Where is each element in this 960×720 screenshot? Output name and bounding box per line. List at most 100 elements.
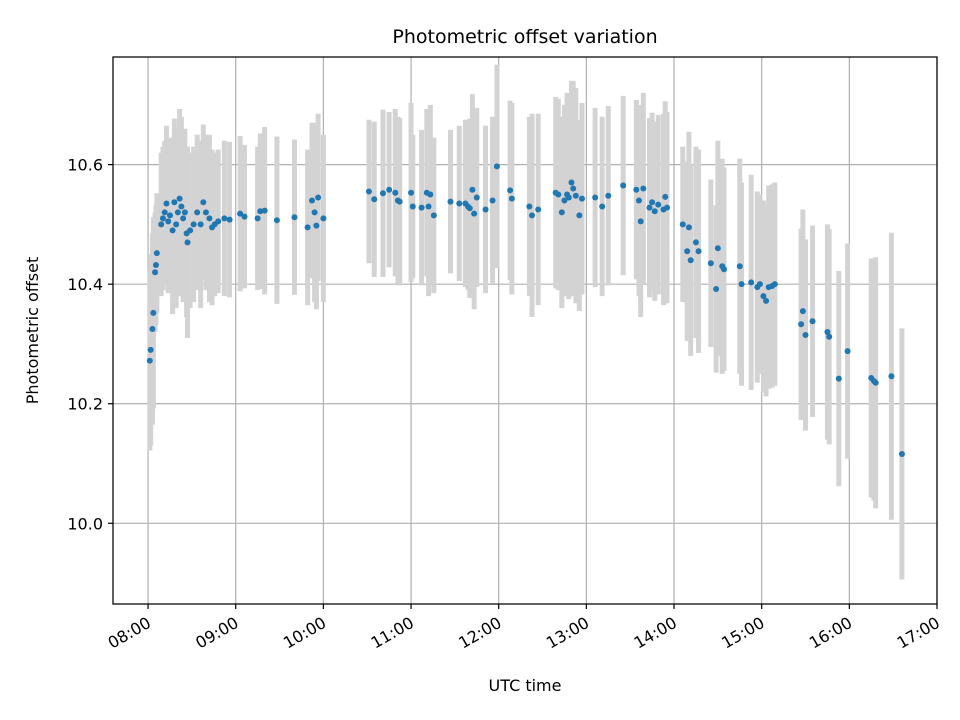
data-point <box>190 221 197 228</box>
data-point <box>308 197 315 204</box>
data-point <box>273 217 280 224</box>
data-point <box>687 257 694 264</box>
data-point <box>165 218 172 225</box>
data-point <box>473 194 480 201</box>
x-tick-label: 14:00 <box>631 613 680 653</box>
data-point <box>714 245 721 252</box>
data-point <box>194 209 201 216</box>
data-point <box>824 328 831 335</box>
data-point <box>640 185 647 192</box>
data-point <box>799 308 806 315</box>
data-point <box>844 348 851 355</box>
data-point <box>257 208 264 215</box>
data-point <box>555 191 562 198</box>
data-point <box>425 203 432 210</box>
data-point <box>291 214 298 221</box>
x-axis-ticks: 08:00 09:00 10:00 11:00 12:00 13:00 14:00 15:00… <box>105 604 943 653</box>
x-tick-label: 11:00 <box>368 613 417 653</box>
y-tick-label: 10.6 <box>67 156 103 175</box>
data-point <box>146 357 153 364</box>
data-point <box>685 224 692 231</box>
data-point <box>430 212 437 219</box>
data-point <box>418 204 425 211</box>
data-point <box>254 215 261 222</box>
data-point <box>507 187 514 194</box>
data-point <box>200 199 207 206</box>
data-point <box>221 215 228 222</box>
data-point <box>304 224 311 231</box>
data-point <box>178 203 185 210</box>
data-point <box>408 189 415 196</box>
data-point <box>180 215 187 222</box>
data-point <box>798 321 805 328</box>
data-point <box>173 221 180 228</box>
data-point <box>226 216 233 223</box>
data-point <box>197 221 204 228</box>
data-point <box>202 209 209 216</box>
data-point <box>809 318 816 325</box>
x-tick-label: 12:00 <box>455 613 504 653</box>
data-point <box>159 215 166 222</box>
data-point <box>605 192 612 199</box>
plot-frame <box>112 56 938 605</box>
data-point <box>646 204 653 211</box>
data-point <box>508 195 515 202</box>
y-tick-label: 10.2 <box>67 395 103 414</box>
x-tick-label: 15:00 <box>718 613 767 653</box>
data-point <box>365 188 372 195</box>
y-axis-title: Photometric offset <box>23 257 42 405</box>
data-point <box>872 379 879 386</box>
data-point <box>169 227 176 234</box>
data-point <box>835 375 842 382</box>
data-point <box>570 185 577 192</box>
data-point <box>469 186 476 193</box>
x-tick-label: 09:00 <box>192 613 241 653</box>
data-point <box>748 279 755 286</box>
x-tick-label: 16:00 <box>806 613 855 653</box>
data-point <box>153 250 160 257</box>
data-point <box>692 239 699 246</box>
data-point <box>237 210 244 217</box>
data-point <box>679 221 686 228</box>
data-point <box>152 269 159 276</box>
data-point <box>651 208 658 215</box>
data-point <box>261 207 268 214</box>
data-point <box>561 197 568 204</box>
data-point <box>620 182 627 189</box>
data-point <box>147 346 154 353</box>
data-point <box>161 209 168 216</box>
data-point <box>215 218 222 225</box>
data-point <box>392 189 399 196</box>
data-point <box>315 194 322 201</box>
data-point <box>149 326 156 333</box>
data-point <box>311 209 318 216</box>
y-axis-ticks: 10.0 10.2 10.4 10.6 <box>67 156 113 533</box>
data-point <box>572 192 579 199</box>
chart-title: Photometric offset variation <box>392 26 657 48</box>
data-point <box>736 263 743 270</box>
data-point <box>888 373 895 380</box>
data-point <box>576 212 583 219</box>
data-point <box>898 450 905 457</box>
data-point <box>379 190 386 197</box>
data-point <box>565 194 572 201</box>
data-point <box>771 281 778 288</box>
data-point <box>738 281 745 288</box>
data-point <box>655 201 662 208</box>
x-axis-title: UTC time <box>489 676 562 695</box>
data-point <box>592 194 599 201</box>
data-point <box>427 191 434 198</box>
y-tick-label: 10.0 <box>67 514 103 533</box>
data-point <box>184 239 191 246</box>
data-point <box>152 262 159 269</box>
data-point <box>166 212 173 219</box>
data-point <box>174 209 181 216</box>
data-point <box>158 221 165 228</box>
data-point <box>599 203 606 210</box>
data-point <box>713 285 720 292</box>
data-point <box>649 199 656 206</box>
data-point <box>720 266 727 273</box>
data-point <box>466 205 473 212</box>
data-point <box>635 197 642 204</box>
data-point <box>684 248 691 255</box>
